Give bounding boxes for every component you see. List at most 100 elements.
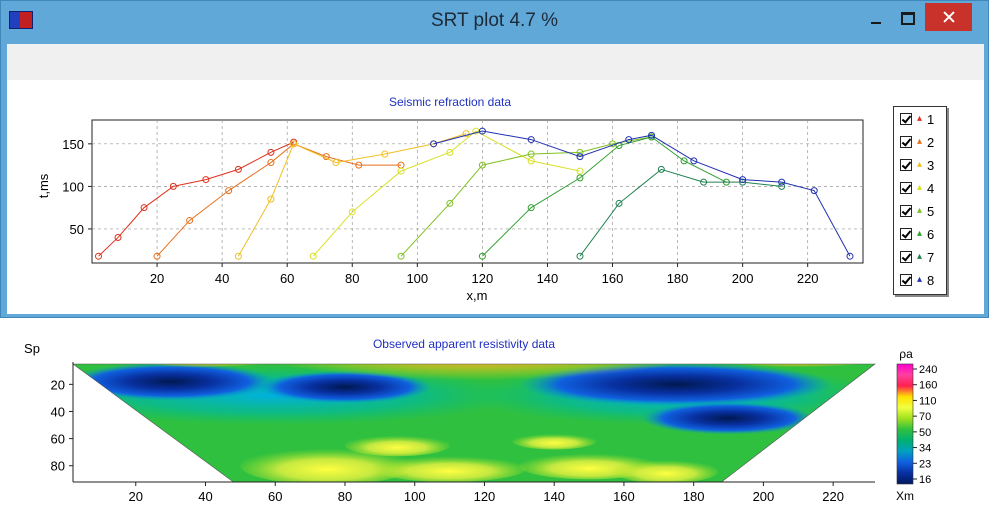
- legend-label: 7: [927, 250, 935, 265]
- legend-checkbox[interactable]: [900, 159, 912, 171]
- resistivity-colorbar: [896, 363, 914, 485]
- seismic-data-point: [615, 199, 623, 207]
- seismic-data-point: [576, 148, 584, 156]
- seismic-y-tick-label: 100: [62, 179, 84, 194]
- legend-label: 5: [927, 204, 935, 219]
- legend-item-5[interactable]: ▴ 5: [900, 203, 944, 221]
- resistivity-y-tick-label: 20: [51, 377, 65, 392]
- seismic-data-point: [690, 157, 698, 165]
- legend-label: 8: [927, 273, 935, 288]
- resistivity-x-tick-label: 80: [338, 489, 352, 504]
- heatmap-region: [73, 364, 276, 401]
- seismic-data-point: [846, 252, 854, 260]
- resistivity-y-tick-label: 40: [51, 404, 65, 419]
- seismic-data-point: [95, 252, 103, 260]
- resistivity-y-label: Sp: [24, 341, 40, 356]
- legend-item-1[interactable]: ▴ 1: [900, 111, 944, 129]
- heatmap-region: [268, 364, 687, 405]
- seismic-series-line: [156, 143, 402, 257]
- seismic-data-point: [478, 252, 486, 260]
- seismic-x-ticks: 20 40 60 80 100 120 140 160 180 200 220: [150, 263, 819, 286]
- heatmap-region: [641, 401, 816, 435]
- legend-checkbox[interactable]: [900, 251, 912, 263]
- seismic-data-point: [527, 150, 535, 158]
- seismic-data-point: [527, 204, 535, 212]
- legend-item-2[interactable]: ▴ 2: [900, 134, 944, 152]
- seismic-data-point: [267, 195, 275, 203]
- heatmap-region: [142, 364, 269, 373]
- legend-checkbox[interactable]: [900, 136, 912, 148]
- seismic-data-point: [225, 187, 233, 195]
- legend-marker-icon: ▴: [917, 113, 923, 124]
- colorbar-label: ρa: [899, 347, 913, 361]
- seismic-data-point: [397, 167, 405, 175]
- legend-item-7[interactable]: ▴ 7: [900, 249, 944, 267]
- seismic-data-point: [462, 130, 470, 138]
- window-title: SRT plot 4.7 %: [430, 10, 559, 31]
- legend-checkbox[interactable]: [900, 205, 912, 217]
- legend-checkbox[interactable]: [900, 274, 912, 286]
- legend-item-3[interactable]: ▴ 3: [900, 157, 944, 175]
- seismic-series-4: [309, 127, 584, 260]
- legend-item-8[interactable]: ▴ 8: [900, 272, 944, 290]
- colorbar-tick-label: 23: [919, 458, 931, 470]
- seismic-data-point: [576, 167, 584, 175]
- heatmap-region: [372, 454, 527, 482]
- resistivity-heatmap: [73, 364, 875, 482]
- seismic-data-point: [234, 252, 242, 260]
- seismic-data-point: [527, 136, 535, 144]
- seismic-data-point: [348, 208, 356, 216]
- resistivity-x-tick-label: 200: [753, 489, 775, 504]
- colorbar-tick-label: 34: [919, 443, 931, 455]
- resistivity-x-tick-label: 220: [822, 489, 844, 504]
- seismic-series-line: [433, 130, 851, 257]
- colorbar-tick-label: 240: [919, 364, 937, 376]
- resistivity-x-tick-label: 100: [404, 489, 426, 504]
- seismic-x-tick-label: 180: [667, 271, 689, 286]
- resistivity-x-tick-label: 180: [683, 489, 705, 504]
- seismic-data-point: [576, 252, 584, 260]
- resistivity-x-tick-label: 40: [198, 489, 212, 504]
- seismic-data-point: [430, 140, 438, 148]
- seismic-data-point: [140, 204, 148, 212]
- colorbar-tick-label: 70: [919, 411, 931, 423]
- seismic-data-point: [267, 148, 275, 156]
- minimize-button[interactable]: [863, 5, 889, 31]
- seismic-data-point: [446, 148, 454, 156]
- seismic-data-point: [700, 178, 708, 186]
- close-button[interactable]: [925, 3, 972, 31]
- legend-item-6[interactable]: ▴ 6: [900, 226, 944, 244]
- seismic-data-point: [648, 131, 656, 139]
- title-bar[interactable]: SRT plot 4.7 %: [1, 1, 988, 41]
- seismic-chart-title: Seismic refraction data: [389, 95, 511, 109]
- seismic-data-point: [657, 165, 665, 173]
- legend-marker-icon: ▴: [917, 228, 923, 239]
- seismic-series-group: [95, 127, 854, 260]
- legend-marker-icon: ▴: [917, 182, 923, 193]
- legend-marker-icon: ▴: [917, 159, 923, 170]
- resistivity-y-tick-label: 60: [51, 432, 65, 447]
- legend-item-4[interactable]: ▴ 4: [900, 180, 944, 198]
- seismic-series-8: [430, 127, 854, 260]
- legend-label: 4: [927, 181, 935, 196]
- seismic-legend: ▴ 1 ▴ 2 ▴ 3 ▴ 4 ▴ 5 ▴ 6 ▴ 7 ▴ 8: [893, 106, 947, 295]
- legend-checkbox[interactable]: [900, 182, 912, 194]
- colorbar-tick-label: 110: [919, 395, 937, 407]
- seismic-series-1: [95, 138, 298, 260]
- seismic-data-point: [576, 174, 584, 182]
- legend-checkbox[interactable]: [900, 113, 912, 125]
- seismic-data-point: [114, 233, 122, 241]
- maximize-button[interactable]: [894, 5, 920, 31]
- app-icon[interactable]: [9, 11, 33, 29]
- resistivity-y-ticks: 20 40 60 80: [51, 377, 73, 474]
- legend-checkbox[interactable]: [900, 228, 912, 240]
- seismic-series-line: [400, 136, 652, 257]
- seismic-data-point: [397, 252, 405, 260]
- seismic-data-point: [267, 159, 275, 167]
- heatmap-region: [613, 458, 719, 482]
- legend-label: 3: [927, 158, 935, 173]
- seismic-data-point: [810, 187, 818, 195]
- seismic-data-point: [153, 252, 161, 260]
- colorbar-tick-label: 16: [919, 474, 931, 486]
- seismic-y-tick-label: 150: [62, 137, 84, 152]
